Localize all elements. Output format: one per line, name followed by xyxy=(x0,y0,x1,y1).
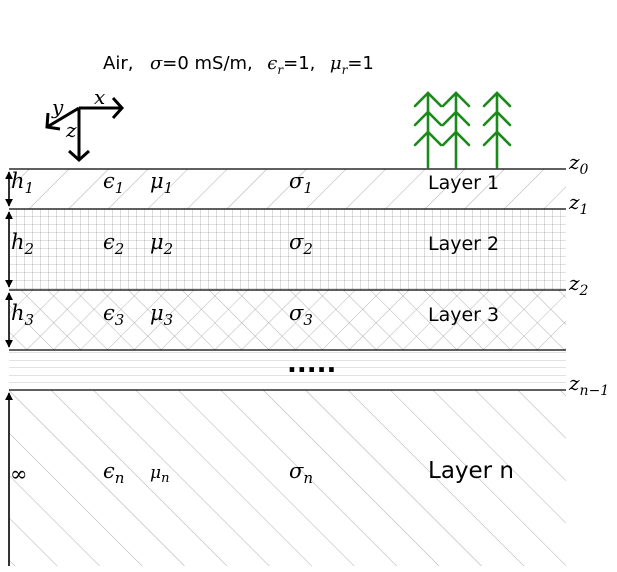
x-axis-label: x xyxy=(94,85,105,109)
thickness-label: ∞ xyxy=(10,462,28,486)
permittivity-label: ϵ3 xyxy=(103,301,124,329)
permeability-label: μ3 xyxy=(150,301,173,329)
layer-2-labels: h2 ϵ2 μ2 σ2 Layer 2 xyxy=(11,230,499,258)
thickness-label: h2 xyxy=(11,230,34,258)
layer-name: Layer 1 xyxy=(428,172,499,194)
y-axis-label: y xyxy=(51,95,64,119)
conductivity-label: σ1 xyxy=(289,169,313,197)
layer-name: Layer 2 xyxy=(428,233,499,255)
permittivity-label: ϵ2 xyxy=(103,230,124,258)
tree-icon xyxy=(441,91,471,169)
z-labels: z0 z1 z2 zn−1 xyxy=(568,150,609,399)
tree-icon xyxy=(413,91,443,169)
layer-1-region xyxy=(9,169,566,209)
z-label: z0 xyxy=(568,150,589,178)
layer-3-labels: h3 ϵ3 μ3 σ3 Layer 3 xyxy=(11,301,499,329)
layer-name: Layer n xyxy=(428,458,514,484)
z-label: zn−1 xyxy=(568,371,609,399)
conductivity-label: σn xyxy=(289,459,313,487)
permittivity-label: ϵn xyxy=(103,459,124,487)
layer-name: Layer 3 xyxy=(428,304,499,326)
layer-3-region xyxy=(9,290,566,350)
layer-interfaces xyxy=(9,168,566,391)
conductivity-label: σ2 xyxy=(289,230,313,258)
z-axis-label: z xyxy=(65,118,77,142)
layer-2-region xyxy=(9,209,566,290)
tree-icon xyxy=(482,91,512,169)
permeability-label: μ2 xyxy=(150,230,173,258)
intermediate-layers-ellipsis: ..... xyxy=(287,349,336,379)
thickness-label: h1 xyxy=(11,169,34,197)
layer-1-labels: h1 ϵ1 μ1 σ1 Layer 1 xyxy=(11,169,499,197)
layer-n-region xyxy=(9,390,566,566)
thickness-label: h3 xyxy=(11,301,34,329)
permittivity-label: ϵ1 xyxy=(103,169,124,197)
air-properties: Air, σ=0 mS/m, ϵr=1, μr=1 xyxy=(103,53,374,77)
intermediate-layers-region xyxy=(9,350,566,390)
z-label: z1 xyxy=(568,190,588,218)
z-label: z2 xyxy=(568,271,589,299)
tree-icons xyxy=(413,91,512,169)
layer-n-labels: ∞ ϵn μn σn Layer n xyxy=(10,458,514,487)
permeability-label: μn xyxy=(150,463,169,486)
coordinate-axes: x y z xyxy=(45,85,125,163)
permeability-label: μ1 xyxy=(150,169,173,197)
conductivity-label: σ3 xyxy=(289,301,313,329)
